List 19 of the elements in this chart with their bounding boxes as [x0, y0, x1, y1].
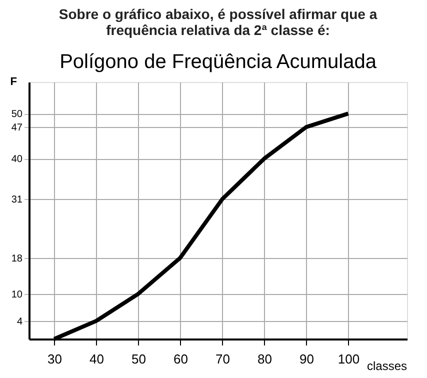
chart-title: Sobre o gráfico abaixo, é possível afirmar que a frequência relativa da 2ª classe é:: [58, 6, 378, 38]
x-tick-label: 90: [299, 352, 314, 366]
x-tick-label: 40: [89, 352, 104, 366]
x-tick-label: 50: [131, 352, 146, 366]
y-tick-label: 31: [11, 194, 23, 206]
y-tick-label: 50: [11, 109, 23, 120]
y-tick-label: 4: [16, 316, 23, 328]
x-tick-label: 80: [257, 352, 272, 366]
x-tick-label: 30: [47, 352, 62, 366]
y-tick-label: 10: [11, 289, 23, 300]
chart-subtitle: Polígono de Freqüência Acumulada: [60, 51, 378, 73]
y-axis-title: F: [10, 76, 18, 88]
y-tick-label: 18: [11, 253, 23, 264]
x-axis-title: classes: [366, 359, 407, 373]
y-tick-label: 40: [11, 154, 23, 166]
x-tick-label: 60: [173, 352, 188, 366]
y-tick-label: 47: [11, 122, 23, 134]
x-tick-label: 100: [338, 352, 360, 366]
x-tick-label: 70: [215, 352, 230, 366]
